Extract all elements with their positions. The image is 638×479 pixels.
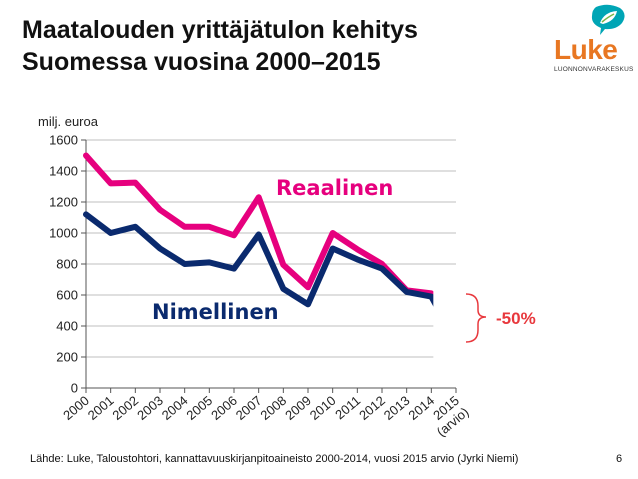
y-tick-label: 400 bbox=[56, 319, 78, 334]
change-annotation: -50% bbox=[465, 293, 536, 343]
y-tick-label: 800 bbox=[56, 257, 78, 272]
x-tick-label: 2008 bbox=[257, 393, 289, 423]
x-tick-label: 2010 bbox=[307, 393, 339, 423]
x-tick-label: 2006 bbox=[208, 393, 240, 423]
slide-title-line-2: Suomessa vuosina 2000–2015 bbox=[22, 48, 381, 76]
x-tick-label: 2014 bbox=[405, 393, 437, 423]
luke-logo: Luke LUONNONVARAKESKUS bbox=[542, 4, 634, 74]
x-axis-ticks: 2000200120022003200420052006200720082009… bbox=[60, 388, 472, 439]
series-label-reaalinen: Reaalinen bbox=[276, 176, 393, 200]
x-tick-label: 2012 bbox=[356, 393, 388, 423]
x-tick-label: 2009 bbox=[282, 393, 314, 423]
x-tick-label: 2004 bbox=[159, 393, 191, 423]
x-tick-label: 2013 bbox=[381, 393, 413, 423]
estimate-mask bbox=[433, 270, 462, 387]
x-tick-label: 2003 bbox=[134, 393, 166, 423]
y-tick-label: 1000 bbox=[49, 226, 78, 241]
logo-text: Luke bbox=[554, 34, 618, 65]
slide-title-line-1: Maatalouden yrittäjätulon kehitys bbox=[22, 16, 418, 44]
source-note: Lähde: Luke, Taloustohtori, kannattavuus… bbox=[30, 453, 519, 465]
y-tick-label: 200 bbox=[56, 350, 78, 365]
series-label-nimellinen: Nimellinen bbox=[152, 300, 279, 324]
x-tick-label: 2001 bbox=[85, 393, 117, 423]
y-tick-label: 600 bbox=[56, 288, 78, 303]
annotation-text: -50% bbox=[496, 309, 536, 328]
x-tick-label: 2007 bbox=[233, 393, 265, 423]
speech-bubble-leaf-icon bbox=[591, 4, 625, 36]
series-line-nimellinen bbox=[83, 211, 459, 345]
y-tick-label: 1600 bbox=[49, 133, 78, 148]
x-tick-label: 2005 bbox=[183, 393, 215, 423]
annotation-bracket bbox=[465, 293, 487, 343]
y-tick-label: 1200 bbox=[49, 195, 78, 210]
x-tick-label: 2000 bbox=[60, 393, 92, 423]
y-tick-label: 1400 bbox=[49, 164, 78, 179]
y-axis-ticks: 0 200 400 600 800 1000 1200 1400 1600 bbox=[49, 133, 86, 396]
slide-title: Maatalouden yrittäjätulon kehitys Suomes… bbox=[22, 14, 418, 78]
x-tick-label: 2011 bbox=[332, 393, 363, 422]
y-axis-label: milj. euroa bbox=[38, 114, 99, 129]
series-labels: Reaalinen Nimellinen bbox=[150, 174, 395, 326]
page-number: 6 bbox=[616, 453, 623, 465]
y-tick-label: 0 bbox=[71, 381, 78, 396]
series-lines bbox=[83, 152, 462, 387]
x-tick-label: 2002 bbox=[109, 393, 141, 423]
logo-subtitle: LUONNONVARAKESKUS bbox=[554, 66, 634, 73]
